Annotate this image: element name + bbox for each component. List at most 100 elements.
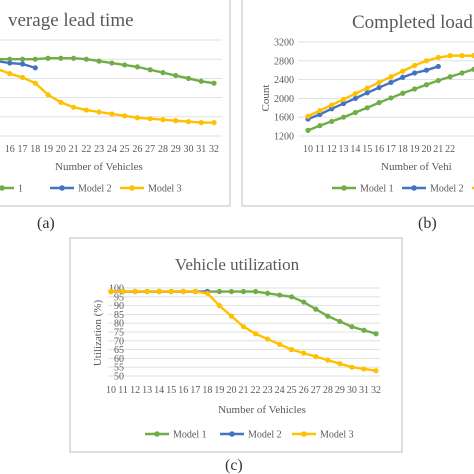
data-point bbox=[32, 65, 38, 71]
data-point bbox=[459, 70, 465, 76]
data-point bbox=[228, 313, 235, 319]
x-tick-label: 22 bbox=[445, 144, 455, 155]
x-tick-label: 31 bbox=[359, 385, 369, 396]
x-tick-label: 12 bbox=[327, 144, 337, 155]
data-point bbox=[317, 111, 323, 117]
data-point bbox=[412, 62, 418, 69]
panel-a-title: verage lead time bbox=[8, 10, 134, 31]
panel-c-ylabel: Utilization (%) bbox=[92, 300, 104, 367]
y-tick-label: 75 bbox=[114, 328, 124, 339]
data-point bbox=[373, 368, 379, 374]
y-tick-label: 70 bbox=[114, 336, 124, 347]
x-tick-label: 25 bbox=[120, 144, 130, 155]
x-tick-label: 23 bbox=[94, 144, 104, 155]
x-tick-label: 22 bbox=[81, 144, 91, 155]
x-tick-label: 30 bbox=[347, 385, 357, 396]
series-line-model-2 bbox=[0, 60, 36, 69]
data-point bbox=[388, 74, 394, 80]
y-tick-label: 2400 bbox=[274, 75, 294, 86]
data-point bbox=[45, 92, 51, 98]
data-point bbox=[471, 66, 474, 72]
data-point bbox=[216, 288, 223, 295]
data-point bbox=[144, 288, 150, 295]
y-tick-label: 2800 bbox=[274, 56, 294, 67]
data-point bbox=[132, 288, 138, 295]
data-point bbox=[122, 113, 128, 119]
data-point bbox=[45, 55, 51, 61]
y-tick-label: 85 bbox=[114, 310, 124, 321]
panel-b-plot: 1200 1600 2000 2400 2800 3200 10 11 12 13 14 15 16 17… bbox=[274, 38, 474, 155]
data-point bbox=[340, 96, 347, 102]
data-point bbox=[109, 60, 115, 66]
data-point bbox=[447, 74, 453, 80]
data-point bbox=[373, 331, 379, 337]
legend-label: Model 2 bbox=[78, 184, 112, 195]
data-point bbox=[264, 290, 271, 296]
x-tick-label: 19 bbox=[410, 144, 420, 155]
y-tick-label: 80 bbox=[114, 319, 124, 330]
data-point bbox=[313, 306, 319, 312]
data-point bbox=[19, 74, 26, 81]
data-point bbox=[70, 104, 77, 110]
data-point bbox=[388, 79, 394, 86]
data-point bbox=[364, 105, 370, 111]
x-tick-label: 11 bbox=[118, 385, 128, 396]
data-point bbox=[147, 67, 153, 73]
x-tick-label: 26 bbox=[299, 385, 309, 396]
x-tick-label: 15 bbox=[166, 385, 176, 396]
x-tick-label: 27 bbox=[145, 144, 155, 155]
data-point bbox=[376, 79, 382, 86]
data-point bbox=[264, 336, 271, 342]
x-tick-label: 19 bbox=[214, 385, 224, 396]
x-tick-label: 20 bbox=[421, 144, 431, 155]
x-tick-label: 21 bbox=[433, 144, 443, 155]
legend-marker bbox=[0, 185, 5, 191]
x-tick-label: 18 bbox=[202, 385, 212, 396]
x-tick-label: 18 bbox=[30, 144, 40, 155]
data-point bbox=[122, 62, 128, 68]
data-point bbox=[349, 324, 355, 330]
data-point bbox=[459, 53, 465, 59]
x-tick-label: 15 bbox=[362, 144, 372, 155]
data-point bbox=[32, 56, 38, 62]
data-point bbox=[58, 55, 64, 61]
series-line-model-3 bbox=[307, 54, 474, 118]
data-point bbox=[160, 117, 166, 123]
series-line-model-1 bbox=[307, 67, 474, 132]
panel-c-frame bbox=[69, 237, 403, 453]
data-point bbox=[423, 58, 430, 64]
x-tick-label: 16 bbox=[374, 144, 384, 155]
x-tick-label: 19 bbox=[43, 144, 53, 155]
legend-marker bbox=[154, 431, 160, 437]
x-tick-label: 17 bbox=[190, 385, 200, 396]
data-point bbox=[147, 116, 153, 122]
data-point bbox=[7, 56, 13, 62]
data-point bbox=[317, 108, 323, 114]
data-point bbox=[400, 68, 406, 74]
data-point bbox=[400, 90, 406, 96]
data-point bbox=[19, 56, 26, 62]
data-point bbox=[388, 95, 394, 101]
panel-c-legend: Model 1 Model 2 Model 3 bbox=[145, 430, 354, 441]
data-point bbox=[400, 74, 406, 80]
data-point bbox=[313, 354, 319, 360]
y-tick-label: 3200 bbox=[274, 38, 294, 49]
data-point bbox=[134, 115, 141, 121]
panel-a-legend: 1 Model 2 Model 3 bbox=[0, 184, 182, 195]
x-tick-label: 13 bbox=[142, 385, 152, 396]
data-point bbox=[277, 292, 283, 298]
y-tick-label: 1200 bbox=[274, 132, 294, 143]
y-tick-label: 90 bbox=[114, 301, 124, 312]
data-point bbox=[340, 100, 347, 107]
data-point bbox=[108, 288, 114, 295]
data-point bbox=[240, 324, 247, 330]
panel-b-title: Completed load c bbox=[352, 12, 474, 33]
x-tick-label: 14 bbox=[154, 385, 164, 396]
legend-marker bbox=[129, 185, 135, 191]
data-point bbox=[192, 288, 198, 295]
data-point bbox=[305, 113, 311, 119]
data-point bbox=[185, 75, 192, 81]
x-tick-label: 21 bbox=[69, 144, 79, 155]
data-point bbox=[120, 288, 126, 295]
data-point bbox=[325, 357, 331, 363]
